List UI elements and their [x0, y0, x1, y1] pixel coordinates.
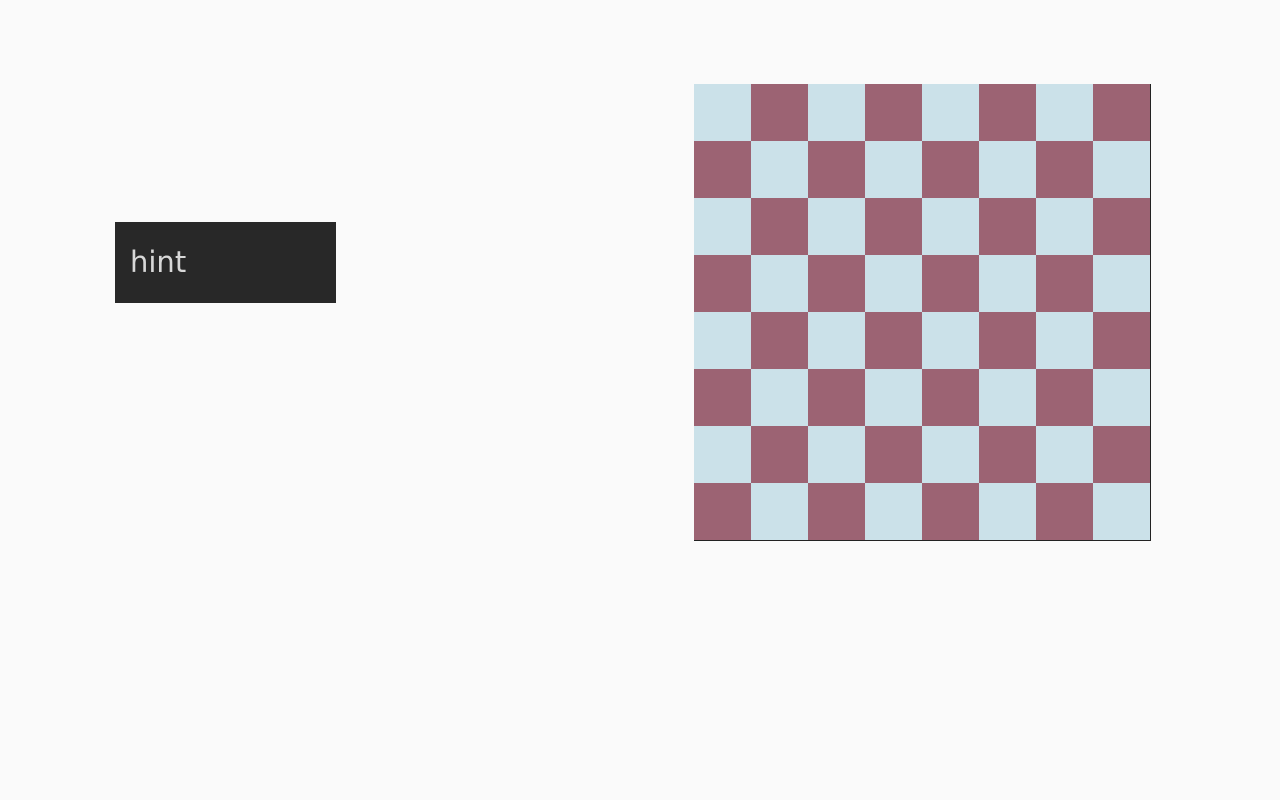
board-square-d2[interactable] — [865, 426, 922, 483]
board-square-g3[interactable] — [1036, 369, 1093, 426]
board-square-h1[interactable] — [1093, 483, 1150, 540]
board-square-b1[interactable] — [751, 483, 808, 540]
chess-board — [694, 84, 1151, 541]
board-square-e7[interactable] — [922, 141, 979, 198]
board-square-h4[interactable] — [1093, 312, 1150, 369]
board-square-b8[interactable] — [751, 84, 808, 141]
board-square-a1[interactable] — [694, 483, 751, 540]
board-square-g6[interactable] — [1036, 198, 1093, 255]
board-square-h3[interactable] — [1093, 369, 1150, 426]
board-square-c8[interactable] — [808, 84, 865, 141]
board-square-f5[interactable] — [979, 255, 1036, 312]
board-square-e4[interactable] — [922, 312, 979, 369]
board-square-g4[interactable] — [1036, 312, 1093, 369]
board-square-a5[interactable] — [694, 255, 751, 312]
board-square-c4[interactable] — [808, 312, 865, 369]
board-square-a6[interactable] — [694, 198, 751, 255]
hint-button[interactable]: hint — [115, 222, 336, 303]
board-square-b5[interactable] — [751, 255, 808, 312]
board-square-g8[interactable] — [1036, 84, 1093, 141]
board-square-e6[interactable] — [922, 198, 979, 255]
board-square-f6[interactable] — [979, 198, 1036, 255]
board-square-f8[interactable] — [979, 84, 1036, 141]
board-square-e5[interactable] — [922, 255, 979, 312]
board-square-h5[interactable] — [1093, 255, 1150, 312]
board-square-f2[interactable] — [979, 426, 1036, 483]
board-square-c5[interactable] — [808, 255, 865, 312]
board-square-g2[interactable] — [1036, 426, 1093, 483]
board-square-b2[interactable] — [751, 426, 808, 483]
board-square-d4[interactable] — [865, 312, 922, 369]
board-square-h7[interactable] — [1093, 141, 1150, 198]
board-square-b7[interactable] — [751, 141, 808, 198]
board-square-d7[interactable] — [865, 141, 922, 198]
board-square-a7[interactable] — [694, 141, 751, 198]
board-square-a3[interactable] — [694, 369, 751, 426]
board-square-e3[interactable] — [922, 369, 979, 426]
board-square-d3[interactable] — [865, 369, 922, 426]
board-square-g7[interactable] — [1036, 141, 1093, 198]
board-square-a8[interactable] — [694, 84, 751, 141]
board-square-a4[interactable] — [694, 312, 751, 369]
board-square-c3[interactable] — [808, 369, 865, 426]
board-square-f7[interactable] — [979, 141, 1036, 198]
board-square-d5[interactable] — [865, 255, 922, 312]
board-square-h6[interactable] — [1093, 198, 1150, 255]
board-square-e1[interactable] — [922, 483, 979, 540]
board-square-g5[interactable] — [1036, 255, 1093, 312]
board-square-f1[interactable] — [979, 483, 1036, 540]
board-square-c7[interactable] — [808, 141, 865, 198]
board-square-b3[interactable] — [751, 369, 808, 426]
board-square-b6[interactable] — [751, 198, 808, 255]
board-square-h2[interactable] — [1093, 426, 1150, 483]
board-square-c2[interactable] — [808, 426, 865, 483]
board-square-d6[interactable] — [865, 198, 922, 255]
board-square-c1[interactable] — [808, 483, 865, 540]
board-square-e8[interactable] — [922, 84, 979, 141]
board-square-b4[interactable] — [751, 312, 808, 369]
board-square-c6[interactable] — [808, 198, 865, 255]
board-square-g1[interactable] — [1036, 483, 1093, 540]
board-square-f3[interactable] — [979, 369, 1036, 426]
board-square-d1[interactable] — [865, 483, 922, 540]
board-square-d8[interactable] — [865, 84, 922, 141]
board-square-f4[interactable] — [979, 312, 1036, 369]
board-square-h8[interactable] — [1093, 84, 1150, 141]
board-square-a2[interactable] — [694, 426, 751, 483]
board-square-e2[interactable] — [922, 426, 979, 483]
